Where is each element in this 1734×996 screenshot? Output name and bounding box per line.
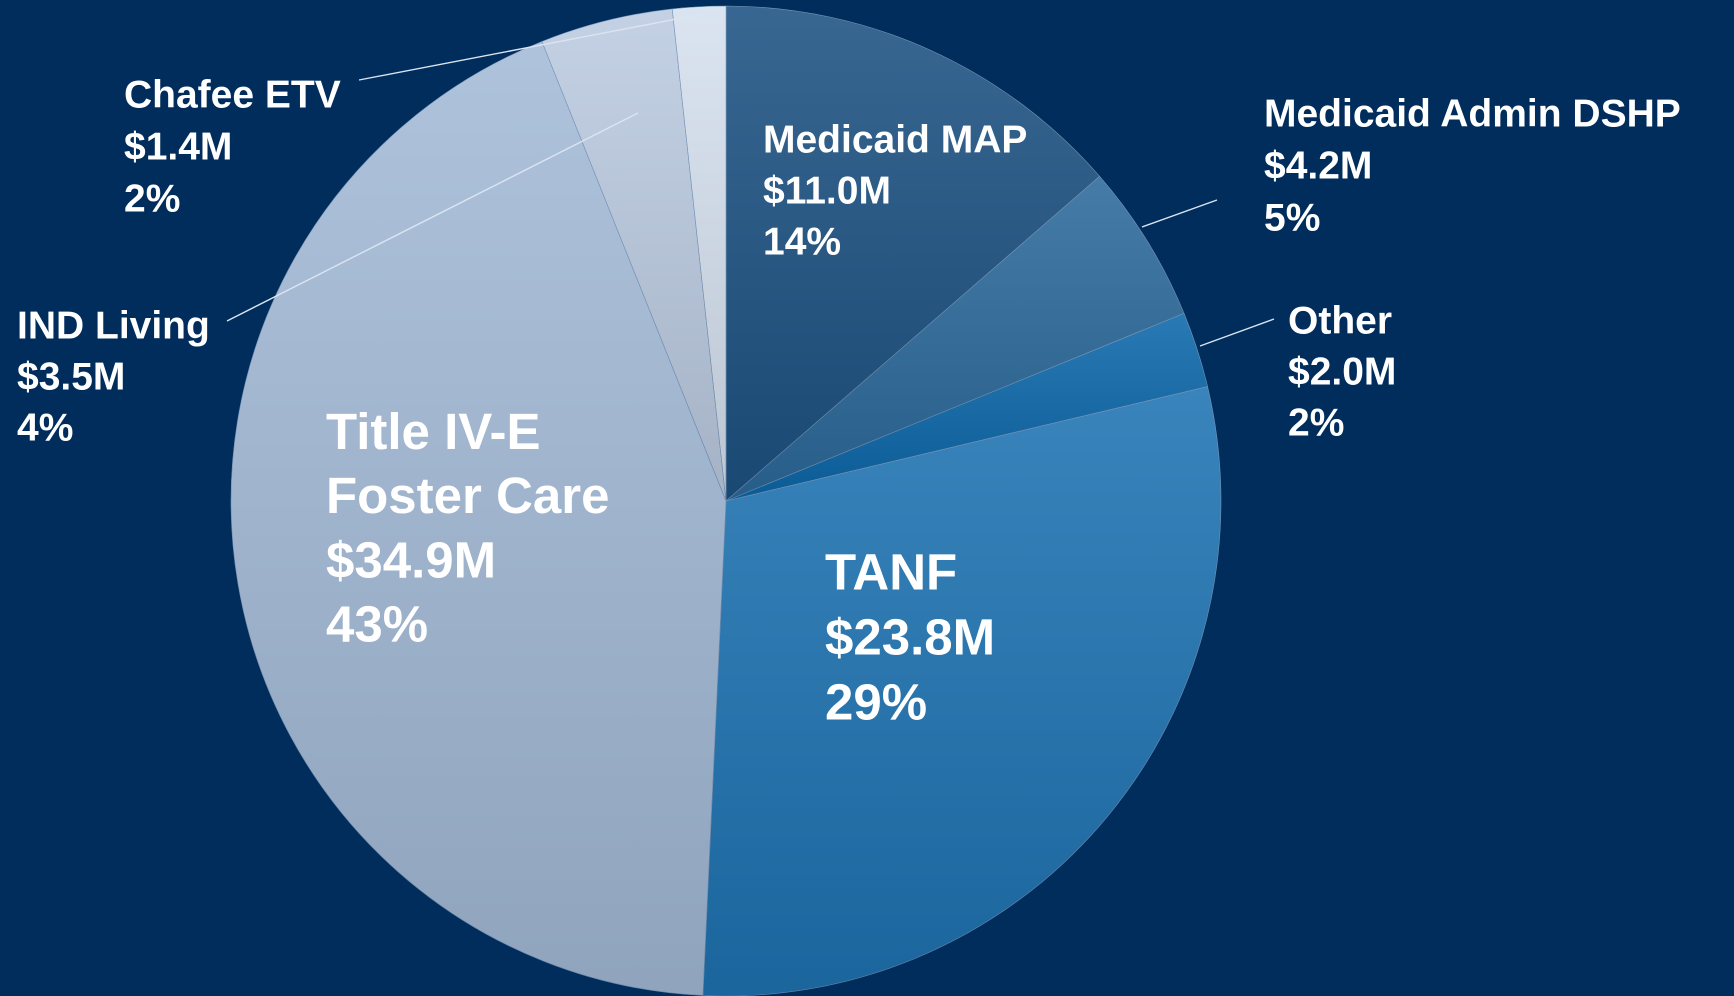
slice-shade (541, 8, 726, 502)
value-label: $4.2M (1264, 144, 1372, 187)
slice-shade (672, 6, 726, 501)
leader-line (1141, 199, 1218, 228)
percent-label: 29% (825, 673, 927, 730)
pie (230, 5, 1222, 996)
value-label: $3.5M (17, 355, 125, 398)
percent-label: 4% (17, 406, 73, 449)
category-label: Medicaid MAP (763, 118, 1027, 161)
percent-label: 2% (1288, 401, 1344, 444)
category-label: Medicaid Admin DSHP (1264, 92, 1681, 135)
category-label: Title IV-E Foster Care (326, 403, 609, 524)
category-label: TANF (825, 543, 957, 600)
leader-line (1199, 318, 1275, 347)
category-label: Other (1288, 299, 1392, 342)
slice-shade (230, 41, 726, 996)
value-label: $23.8M (825, 608, 995, 665)
slice-shade (702, 386, 1221, 996)
value-label: $1.4M (124, 125, 232, 168)
value-label: $11.0M (763, 169, 891, 212)
percent-label: 14% (763, 220, 841, 263)
leader-line (358, 12, 709, 81)
leader-line (226, 112, 639, 322)
slice-shade (726, 313, 1208, 501)
slice-shade (726, 176, 1185, 501)
category-label: Chafee ETV (124, 73, 341, 116)
slice-shade (726, 6, 1100, 501)
percent-label: 5% (1264, 196, 1320, 239)
percent-label: 2% (124, 177, 180, 220)
category-label: IND Living (17, 304, 210, 347)
value-label: $2.0M (1288, 350, 1396, 393)
value-label: $34.9M (326, 531, 496, 588)
percent-label: 43% (326, 595, 428, 652)
labels: Medicaid MAP $11.0M 14% Medicaid Admin DSHP… (17, 12, 1681, 730)
